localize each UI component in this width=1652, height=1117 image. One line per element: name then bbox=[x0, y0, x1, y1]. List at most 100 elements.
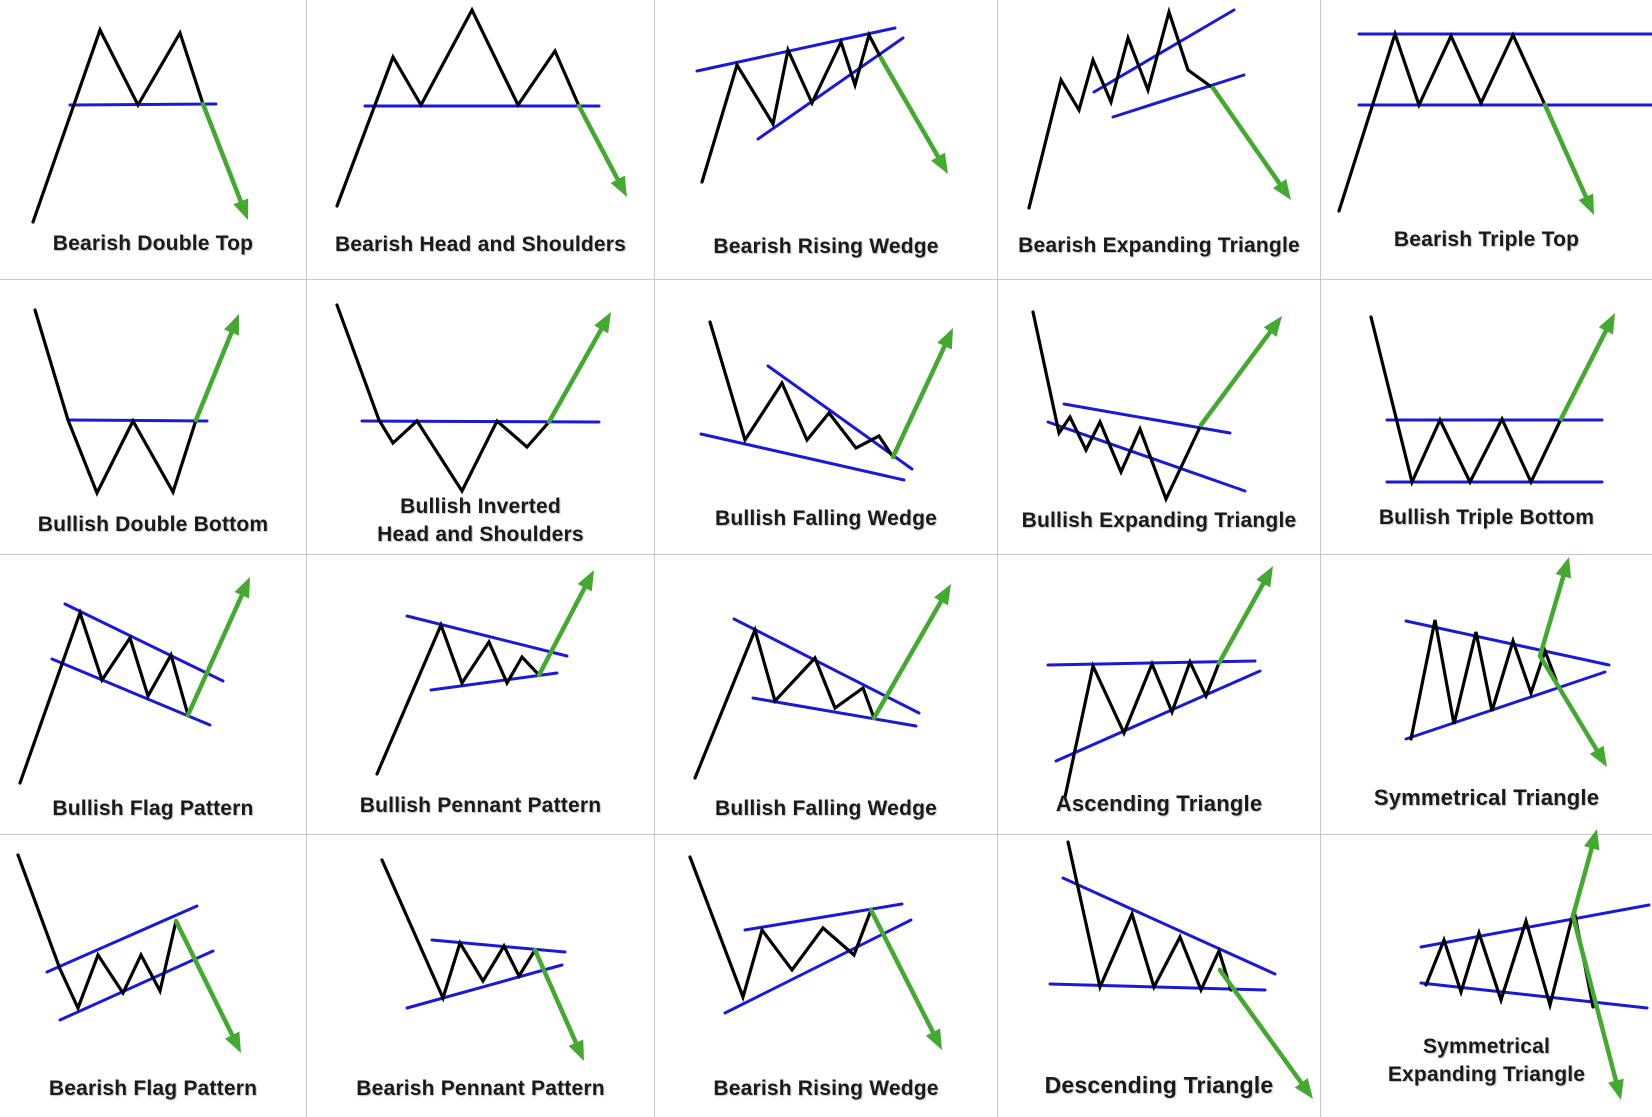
pattern-diagram bbox=[695, 26, 948, 184]
price-path bbox=[31, 25, 205, 224]
pattern-label-line: Bullish Pennant Pattern bbox=[359, 794, 602, 817]
price-path bbox=[18, 608, 190, 785]
price-path bbox=[375, 620, 541, 776]
trendline bbox=[751, 696, 918, 728]
breakout-arrow-up-shaft bbox=[1558, 328, 1609, 422]
price-path bbox=[1031, 310, 1203, 504]
price-path bbox=[1424, 909, 1595, 1012]
pattern-cell-bullish-flag-pattern: Bullish Flag Pattern bbox=[0, 555, 307, 835]
trendline bbox=[1061, 876, 1277, 976]
breakout-arrow-down-shaft bbox=[1570, 913, 1619, 1083]
pattern-cell-bullish-triple-bottom: Bullish Triple Bottom bbox=[1321, 280, 1652, 555]
breakout-arrow-up-head bbox=[224, 314, 239, 336]
trendline bbox=[743, 902, 904, 932]
pattern-label: Bullish Flag Pattern bbox=[0, 795, 306, 823]
pattern-label: Bearish Pennant Pattern bbox=[307, 1075, 654, 1103]
pattern-cell-bullish-double-bottom: Bullish Double Bottom bbox=[0, 280, 307, 555]
pattern-cell-bullish-expanding-triangle: Bullish Expanding Triangle bbox=[998, 280, 1321, 555]
trendline bbox=[1062, 402, 1232, 435]
breakout-arrow-up-shaft bbox=[193, 330, 234, 423]
pattern-cell-symmetrical-triangle: Symmetrical Triangle bbox=[1321, 555, 1652, 835]
pattern-label: Bullish Pennant Pattern bbox=[307, 792, 654, 820]
breakout-arrow-down-head bbox=[1589, 745, 1607, 767]
pattern-label-line: Bearish Flag Pattern bbox=[48, 1077, 258, 1100]
breakout-arrow-up-head bbox=[1555, 557, 1572, 579]
pattern-label: Bearish Expanding Triangle bbox=[998, 232, 1320, 260]
pattern-label-line: Ascending Triangle bbox=[1055, 791, 1263, 816]
breakout-arrow-up-head bbox=[234, 577, 250, 599]
pattern-diagram bbox=[335, 6, 627, 208]
pattern-diagram bbox=[1404, 557, 1611, 767]
breakout-arrow-up-shaft bbox=[536, 585, 587, 678]
trendline bbox=[1404, 670, 1607, 741]
price-path bbox=[1066, 840, 1233, 995]
pattern-label-line: Bullish Triple Bottom bbox=[1378, 506, 1595, 529]
pattern-cell-bullish-pennant-pattern: Bullish Pennant Pattern bbox=[307, 555, 655, 835]
breakout-arrow-up-head bbox=[1263, 316, 1282, 337]
trendline bbox=[699, 432, 906, 482]
pattern-cell-bearish-flag-pattern: Bearish Flag Pattern bbox=[0, 835, 307, 1117]
pattern-label-line: Bullish Expanding Triangle bbox=[1021, 509, 1297, 532]
trendline bbox=[1046, 420, 1247, 493]
trendline bbox=[723, 918, 913, 1015]
pattern-diagram bbox=[1046, 566, 1273, 799]
trendline bbox=[58, 949, 215, 1022]
pattern-cell-bullish-falling-wedge-1: Bullish Falling Wedge bbox=[655, 280, 998, 555]
pattern-diagram bbox=[18, 577, 250, 785]
price-path bbox=[1063, 657, 1221, 799]
trendline bbox=[430, 938, 567, 954]
pattern-diagram bbox=[380, 858, 584, 1061]
trendline bbox=[66, 418, 209, 423]
price-path bbox=[380, 858, 537, 1003]
pattern-diagram bbox=[699, 320, 953, 482]
price-path bbox=[33, 308, 198, 497]
pattern-cell-bearish-expanding-triangle: Bearish Expanding Triangle bbox=[998, 0, 1321, 280]
pattern-label: Bearish Flag Pattern bbox=[0, 1075, 306, 1103]
price-path bbox=[1409, 619, 1558, 741]
pattern-label: Descending Triangle bbox=[998, 1071, 1320, 1099]
pattern-diagram bbox=[31, 25, 249, 224]
pattern-label-line: Bearish Triple Top bbox=[1393, 228, 1580, 251]
pattern-label-line: Expanding Triangle bbox=[1387, 1063, 1586, 1086]
breakout-arrow-up-head bbox=[1583, 829, 1600, 851]
pattern-label: Bearish Triple Top bbox=[1321, 226, 1652, 254]
breakout-arrow-down-shaft bbox=[532, 947, 579, 1045]
pattern-label-line: Bearish Double Top bbox=[52, 232, 254, 255]
pattern-label-line: Descending Triangle bbox=[1044, 1072, 1274, 1098]
pattern-cell-bearish-triple-top: Bearish Triple Top bbox=[1321, 0, 1652, 280]
price-path bbox=[708, 320, 895, 459]
pattern-label-line: Bullish Flag Pattern bbox=[52, 797, 254, 820]
price-path bbox=[335, 303, 551, 495]
trendline bbox=[50, 657, 212, 727]
pattern-diagram bbox=[1419, 829, 1651, 1100]
trendline bbox=[360, 419, 601, 424]
breakout-arrow-up-head bbox=[1598, 313, 1615, 335]
price-path bbox=[1027, 6, 1215, 210]
breakout-arrow-down-head bbox=[1294, 1078, 1313, 1099]
pattern-label: Bearish Rising Wedge bbox=[655, 1075, 997, 1103]
pattern-cell-bullish-falling-wedge-2: Bullish Falling Wedge bbox=[655, 555, 998, 835]
pattern-diagram bbox=[33, 308, 239, 497]
breakout-arrow-down-head bbox=[610, 175, 627, 197]
pattern-diagram bbox=[1048, 840, 1313, 1099]
trendline bbox=[1111, 73, 1246, 119]
pattern-cell-bullish-inverted-head-and-shoulders: Bullish Inverted Head and Shoulders bbox=[307, 280, 655, 555]
pattern-diagram bbox=[1369, 313, 1615, 487]
pattern-label-line: Bearish Expanding Triangle bbox=[1018, 234, 1300, 257]
pattern-cell-descending-triangle: Descending Triangle bbox=[998, 835, 1321, 1117]
breakout-arrow-up-shaft bbox=[1570, 846, 1594, 919]
pattern-cell-bearish-double-top: Bearish Double Top bbox=[0, 0, 307, 280]
trendline bbox=[1092, 8, 1236, 94]
pattern-label: Bullish Triple Bottom bbox=[1321, 504, 1652, 532]
price-path bbox=[335, 6, 581, 208]
price-path bbox=[16, 853, 178, 1013]
breakout-arrow-up-shaft bbox=[871, 599, 944, 721]
pattern-label-line: Bearish Head and Shoulders bbox=[334, 233, 627, 256]
breakout-arrow-down-head bbox=[233, 198, 249, 220]
pattern-diagram bbox=[335, 303, 611, 495]
pattern-label-line: Bullish Double Bottom bbox=[37, 513, 269, 536]
trendline bbox=[405, 614, 569, 658]
breakout-arrow-up-head bbox=[1256, 566, 1273, 588]
breakout-arrow-up-shaft bbox=[1216, 581, 1266, 666]
